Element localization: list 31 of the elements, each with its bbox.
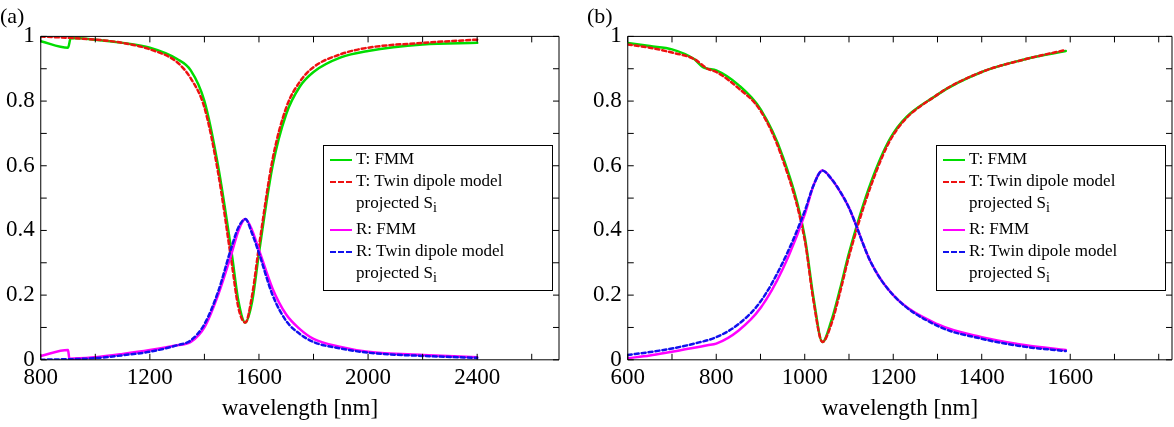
y-tick-label: 0.4: [6, 216, 36, 242]
legend-label: T: Twin dipole model projected S$_{i}$: [356, 169, 504, 217]
chart-title: (a): [0, 2, 25, 28]
x-tick-label: 1600: [1047, 363, 1094, 389]
chart-title: (b): [587, 2, 613, 28]
x-tick-label: 1600: [235, 363, 282, 389]
y-tick-label: 0.8: [593, 87, 622, 113]
legend-label: T: FMM: [969, 147, 1028, 170]
legend-label: T: Twin dipole model projected S$_{i}$: [969, 169, 1117, 217]
legend-label: R: Twin dipole model projected S$_{i}$: [356, 240, 506, 288]
legend-label: R: Twin dipole model projected S$_{i}$: [969, 240, 1119, 288]
legend-label: R: FMM: [969, 218, 1029, 240]
y-tick-label: 0.6: [6, 151, 35, 177]
legend-label: R: FMM: [356, 218, 416, 240]
x-tick-label: 800: [699, 363, 734, 389]
x-axis-title: wavelength [nm]: [221, 395, 379, 421]
y-tick-label: 0.6: [593, 151, 622, 177]
x-tick-label: 1400: [958, 363, 1005, 389]
x-tick-label: 1200: [870, 363, 917, 389]
x-tick-label: 1000: [781, 363, 828, 389]
legend-label: T: FMM: [356, 147, 415, 170]
y-tick-label: 0.4: [593, 216, 623, 242]
y-tick-label: 1: [23, 22, 35, 48]
x-tick-label: 2000: [345, 363, 392, 389]
y-tick-label: 0.2: [593, 281, 622, 307]
y-tick-label: 0.2: [6, 281, 35, 307]
x-tick-label: 1200: [126, 363, 173, 389]
y-tick-label: 1: [610, 22, 622, 48]
y-tick-label: 0.8: [6, 87, 35, 113]
x-tick-label: 2400: [454, 363, 501, 389]
x-axis-title: wavelength [nm]: [821, 395, 979, 421]
